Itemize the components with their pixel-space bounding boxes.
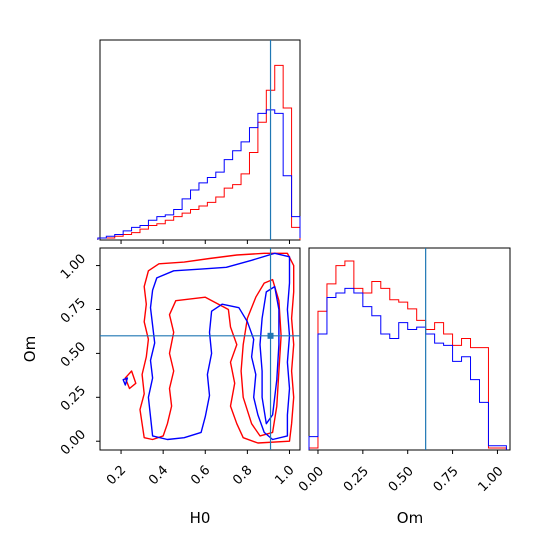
h0-om-contour-panel bbox=[99, 247, 301, 451]
y-axis-label-om: Om bbox=[21, 336, 39, 362]
om-y-tick-label: 1.00 bbox=[58, 252, 89, 283]
h0-tick-label: 0.6 bbox=[188, 463, 213, 488]
contour-blue-4 bbox=[122, 377, 129, 386]
om-hist-red bbox=[308, 260, 507, 450]
om-y-tick-label: 0.00 bbox=[58, 427, 89, 458]
om-y-tick-label: 0.75 bbox=[58, 295, 89, 326]
h0-histogram-panel bbox=[99, 39, 301, 241]
h0-tick-label: 0.2 bbox=[104, 463, 129, 488]
h0-tick-label: 0.4 bbox=[146, 463, 171, 488]
om-histogram-series bbox=[308, 260, 507, 450]
truth-marker bbox=[267, 332, 274, 339]
h0-tick-label: 0.8 bbox=[230, 463, 255, 488]
truth-markers bbox=[100, 40, 427, 450]
contour-series bbox=[122, 252, 295, 444]
om-hist-blue bbox=[308, 287, 507, 450]
om-x-tick-label: 1.00 bbox=[475, 464, 506, 495]
om-x-tick-label: 0.75 bbox=[431, 464, 462, 495]
om-x-tick-label: 0.50 bbox=[386, 464, 417, 495]
om-y-tick-label: 0.25 bbox=[58, 383, 89, 414]
x-axis-label-h0: H0 bbox=[190, 509, 211, 527]
h0-hist-red bbox=[97, 64, 301, 240]
h0-tick-label: 1.0 bbox=[272, 463, 297, 488]
contour-blue-5 bbox=[259, 285, 280, 425]
h0-hist-blue bbox=[97, 109, 301, 240]
contour-red-0 bbox=[139, 252, 295, 444]
om-x-tick-label: 0.25 bbox=[341, 464, 372, 495]
om-x-tick-label: 0.00 bbox=[296, 464, 327, 495]
contour-blue-3 bbox=[147, 252, 291, 441]
om-y-tick-label: 0.50 bbox=[58, 339, 89, 370]
x-axis-label-om: Om bbox=[397, 509, 423, 527]
om-histogram-panel bbox=[308, 247, 511, 451]
h0-histogram-series bbox=[97, 64, 301, 240]
axis-ticks: 0.2 0.4 0.6 0.8 1.00.000.250.500.751.000.00 0… bbox=[58, 240, 507, 495]
